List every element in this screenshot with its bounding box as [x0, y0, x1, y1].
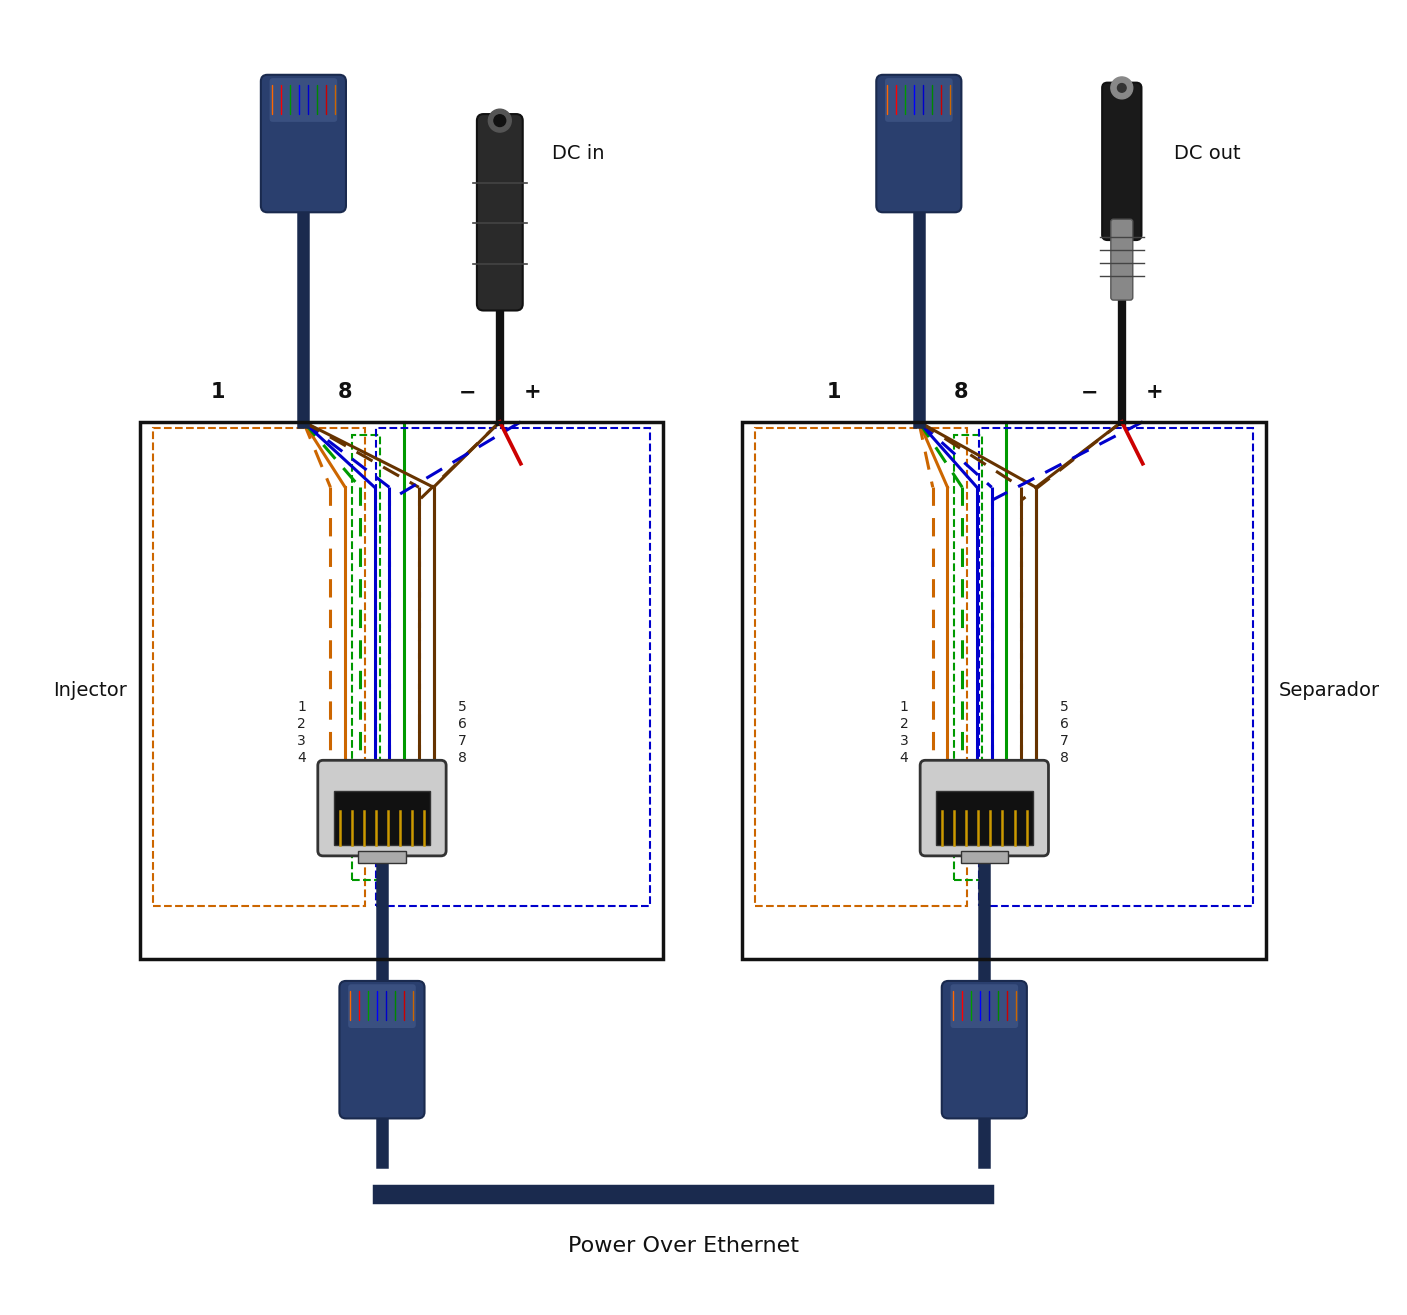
- Text: Power Over Ethernet: Power Over Ethernet: [567, 1236, 799, 1256]
- Text: DC in: DC in: [552, 143, 605, 163]
- Text: 5: 5: [1061, 700, 1069, 714]
- FancyBboxPatch shape: [477, 114, 523, 310]
- Text: 8: 8: [1061, 751, 1069, 765]
- Text: 8: 8: [457, 751, 467, 765]
- Circle shape: [1117, 84, 1126, 92]
- Text: +: +: [1145, 383, 1164, 402]
- Bar: [376, 429, 650, 906]
- FancyBboxPatch shape: [885, 78, 954, 122]
- Text: 1: 1: [899, 700, 909, 714]
- Circle shape: [488, 109, 511, 132]
- Text: 2: 2: [297, 717, 305, 731]
- FancyBboxPatch shape: [339, 981, 425, 1119]
- Bar: [741, 422, 1266, 959]
- Text: 3: 3: [297, 734, 305, 748]
- Text: 3: 3: [899, 734, 909, 748]
- Text: 1: 1: [211, 383, 225, 402]
- Text: 7: 7: [1061, 734, 1069, 748]
- Bar: [153, 429, 364, 906]
- FancyBboxPatch shape: [1112, 220, 1133, 300]
- Text: 1: 1: [826, 383, 841, 402]
- Bar: [979, 429, 1252, 906]
- Text: 6: 6: [1061, 717, 1069, 731]
- FancyBboxPatch shape: [269, 78, 338, 122]
- Text: Separador: Separador: [1279, 681, 1380, 700]
- Bar: [961, 851, 1007, 864]
- Bar: [359, 851, 405, 864]
- Text: 4: 4: [297, 751, 305, 765]
- FancyBboxPatch shape: [877, 75, 961, 212]
- Text: −: −: [1081, 383, 1097, 402]
- Text: −: −: [459, 383, 476, 402]
- Bar: [954, 435, 982, 880]
- FancyBboxPatch shape: [260, 75, 346, 212]
- Circle shape: [1112, 78, 1133, 99]
- Text: +: +: [523, 383, 542, 402]
- Bar: [756, 429, 967, 906]
- Text: 1: 1: [297, 700, 305, 714]
- Text: 4: 4: [899, 751, 909, 765]
- FancyBboxPatch shape: [1102, 83, 1141, 241]
- Bar: [352, 435, 380, 880]
- FancyBboxPatch shape: [941, 981, 1027, 1119]
- Text: DC out: DC out: [1175, 143, 1241, 163]
- Text: Injector: Injector: [52, 681, 127, 700]
- Text: 8: 8: [338, 383, 353, 402]
- Bar: [936, 790, 1033, 844]
- Bar: [333, 790, 431, 844]
- Bar: [139, 422, 664, 959]
- Text: 2: 2: [899, 717, 909, 731]
- Text: 6: 6: [457, 717, 467, 731]
- Circle shape: [494, 114, 505, 126]
- Text: 8: 8: [954, 383, 968, 402]
- FancyBboxPatch shape: [920, 760, 1048, 856]
- Text: 7: 7: [457, 734, 467, 748]
- FancyBboxPatch shape: [348, 984, 416, 1028]
- FancyBboxPatch shape: [950, 984, 1019, 1028]
- FancyBboxPatch shape: [318, 760, 446, 856]
- Text: 5: 5: [457, 700, 467, 714]
